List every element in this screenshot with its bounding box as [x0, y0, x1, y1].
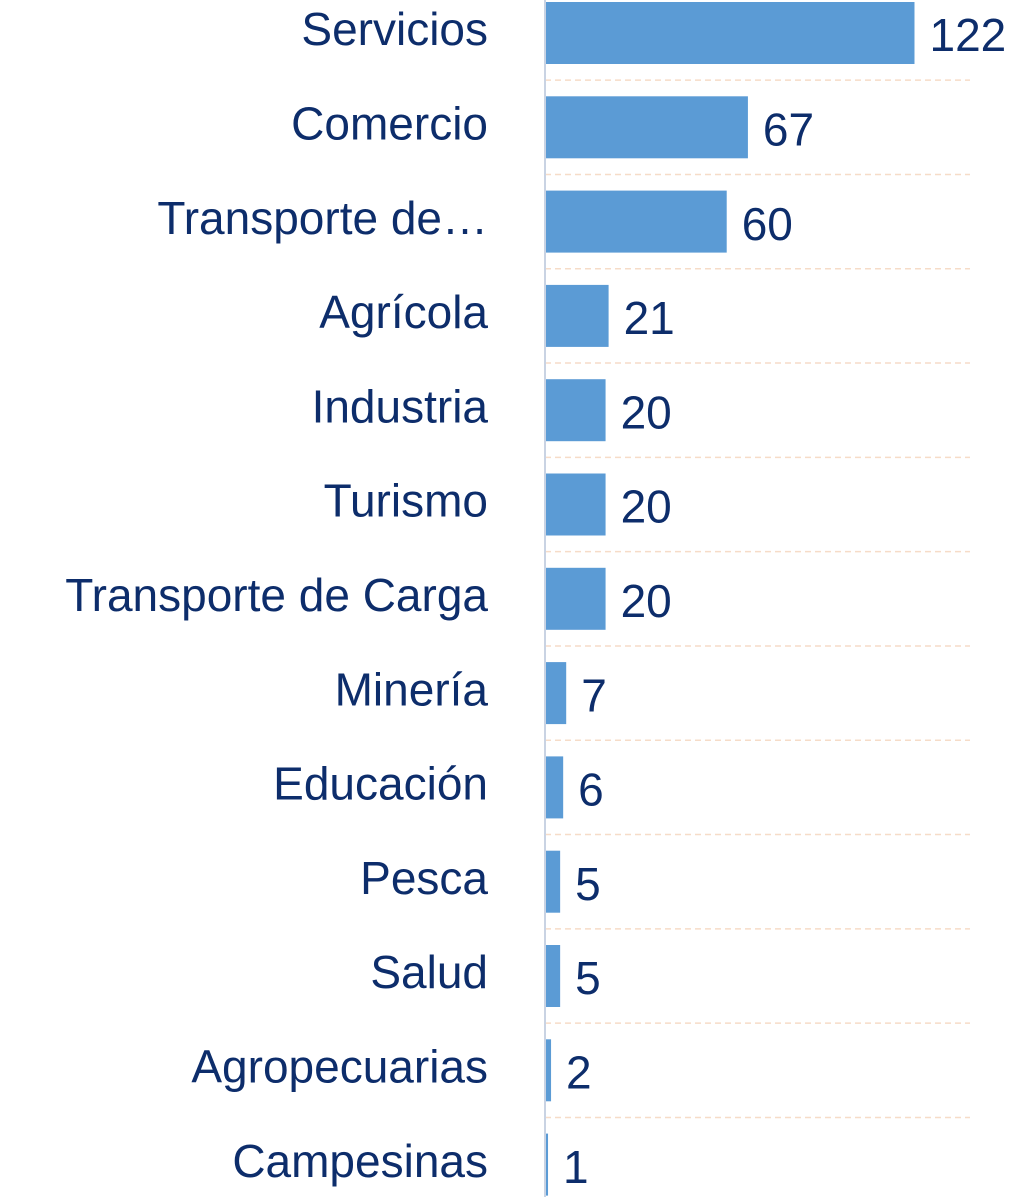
bar: [545, 379, 606, 442]
bar: [545, 284, 609, 347]
bar: [545, 1133, 549, 1196]
bar: [545, 473, 606, 536]
bar: [545, 850, 561, 913]
category-label: Minería: [335, 663, 489, 715]
value-label: 1: [563, 1141, 589, 1193]
category-label: Educación: [273, 758, 488, 810]
category-label: Campesinas: [232, 1135, 488, 1187]
category-label: Transporte de Carga: [65, 569, 488, 621]
bar: [545, 567, 606, 630]
value-label: 7: [581, 669, 607, 721]
value-label: 122: [929, 9, 1006, 61]
bar: [545, 945, 561, 1007]
value-label: 67: [763, 103, 814, 155]
value-label: 2: [566, 1046, 592, 1098]
category-label: Comercio: [291, 97, 488, 149]
category-label: Transporte de…: [157, 192, 488, 244]
category-label: Salud: [370, 946, 488, 998]
bar: [545, 662, 567, 725]
category-label: Industria: [312, 380, 489, 432]
value-label: 60: [742, 198, 793, 250]
value-label: 21: [624, 292, 675, 344]
category-label: Turismo: [324, 475, 488, 527]
category-label: Servicios: [301, 3, 488, 55]
category-label: Agrícola: [319, 286, 488, 338]
value-label: 20: [621, 481, 672, 533]
category-label: Pesca: [360, 852, 488, 904]
bar: [545, 756, 564, 819]
bar: [545, 1039, 552, 1102]
category-label: Agropecuarias: [191, 1040, 488, 1092]
bar: [545, 190, 727, 253]
value-label: 5: [575, 858, 601, 910]
bar: [545, 2, 915, 64]
value-label: 6: [578, 764, 604, 816]
value-label: 20: [621, 386, 672, 438]
value-label: 20: [621, 575, 672, 627]
value-label: 5: [575, 952, 601, 1004]
bar: [545, 96, 748, 159]
